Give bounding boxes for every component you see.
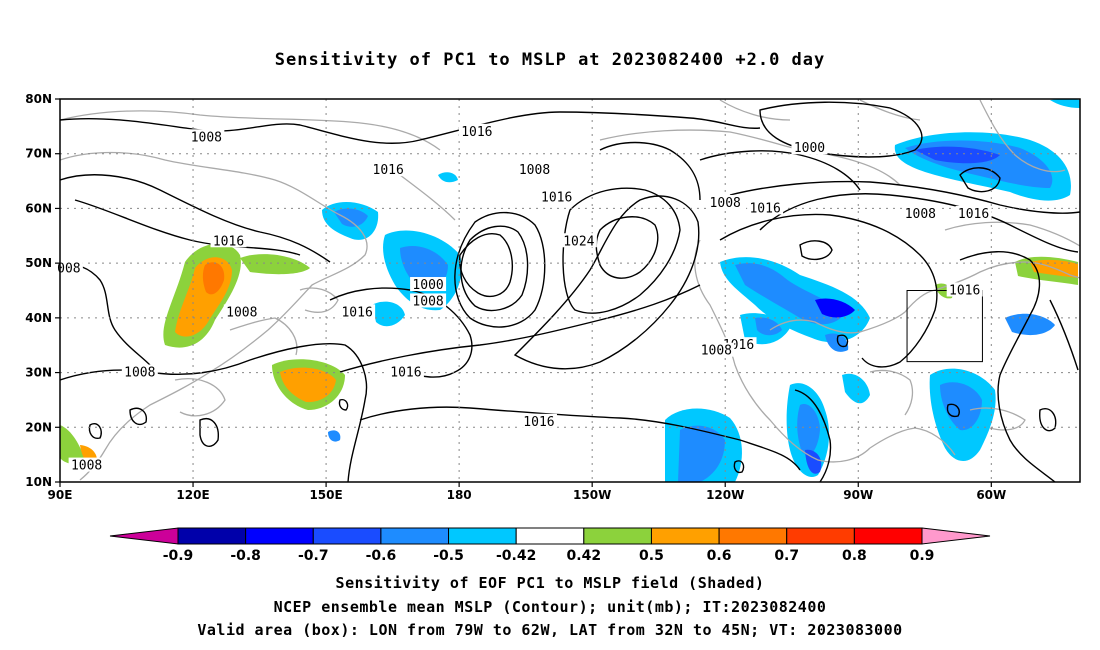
contour-label: 1008	[71, 459, 102, 474]
contour-label: 1016	[541, 190, 572, 205]
contour-label: 1008	[905, 207, 936, 222]
colorbar-swatch	[583, 527, 652, 545]
contour-label: 1008	[191, 130, 222, 145]
contour-label-bg	[370, 162, 407, 177]
colorbar-label: -0.8	[230, 548, 261, 564]
contour-label: 1008	[124, 366, 155, 381]
contour-label-bg	[210, 233, 247, 248]
contour-label-bg	[188, 129, 225, 144]
contour-label-bg	[223, 304, 260, 319]
colorbar-swatch	[718, 527, 788, 545]
colorbar-swatch	[312, 527, 382, 545]
lon-tick-label: 90E	[48, 488, 73, 502]
contour-label: 1016	[390, 366, 421, 381]
contour-label-bg	[516, 162, 553, 177]
colorbar: -0.9 -0.8 -0.7 -0.6 -0.5 -0.42 0.42 0.5 0.6 0.7 0.…	[109, 527, 991, 564]
colorbar-label: 0.42	[567, 548, 602, 564]
contour-label: 1024	[563, 234, 594, 249]
colorbar-swatch	[515, 527, 585, 545]
contour-label-bg	[339, 304, 376, 319]
colorbar-swatch	[177, 527, 247, 545]
colorbar-label: 0.8	[842, 548, 867, 564]
axis-ticks: 10N 20N 30N 40N 50N 60N 70N 80N 90E 120E 150E 180 15…	[25, 92, 1006, 502]
colorbar-label: 0.9	[910, 548, 935, 564]
contour-label-bg	[538, 189, 575, 204]
caption-valid-area: Valid area (box): LON from 79W to 62W, L…	[197, 621, 903, 639]
contour-label: 1008	[226, 305, 257, 320]
colorbar-min-triangle	[109, 527, 179, 545]
contour-label: 1016	[949, 284, 980, 299]
colorbar-swatch	[853, 527, 923, 545]
chart-title: Sensitivity of PC1 to MSLP at 2023082400…	[274, 50, 826, 70]
colorbar-max-triangle	[921, 527, 991, 545]
contour-label: 1016	[523, 415, 554, 430]
contour-label-bg	[791, 140, 828, 155]
contour-label: 008	[57, 262, 80, 277]
caption-contour: NCEP ensemble mean MSLP (Contour); unit(…	[273, 598, 827, 616]
contour-label-bg	[121, 364, 158, 379]
colorbar-label: -0.6	[366, 548, 397, 564]
colorbar-swatch	[245, 527, 314, 545]
contour-label-bg	[68, 457, 105, 472]
contour-label-bg	[410, 277, 447, 292]
contour-label: 1016	[749, 201, 780, 216]
lon-tick-label: 180	[447, 488, 472, 502]
colorbar-swatch	[786, 527, 855, 545]
lat-tick-label: 30N	[25, 366, 52, 380]
contour-label: 1008	[519, 163, 550, 178]
lat-tick-label: 20N	[25, 420, 52, 434]
map-frame	[59, 98, 1081, 483]
contour-label-bg	[560, 233, 597, 248]
colorbar-label: -0.7	[298, 548, 329, 564]
contour-label: 1000	[412, 278, 443, 293]
contour-label: 1008	[412, 294, 443, 309]
colorbar-label: 0.5	[639, 548, 664, 564]
lat-tick-label: 70N	[25, 147, 52, 161]
caption-shading: Sensitivity of EOF PC1 to MSLP field (Sh…	[335, 574, 765, 592]
lat-tick-label: 50N	[25, 256, 52, 270]
contour-label-bg	[698, 342, 735, 357]
contour-label-bg	[902, 205, 939, 220]
colorbar-label: 0.6	[707, 548, 732, 564]
contour-label: 1016	[958, 207, 989, 222]
lon-tick-label: 150E	[309, 488, 342, 502]
contour-label-bg	[955, 205, 992, 220]
coastlines	[60, 99, 1080, 481]
contour-label: 1016	[213, 234, 244, 249]
colorbar-swatch	[448, 527, 517, 545]
contour-label: 1000	[794, 141, 825, 156]
lon-tick-label: 90W	[843, 488, 873, 502]
contour-label-bg	[520, 413, 557, 428]
contour-label-bg	[946, 282, 983, 297]
lon-tick-label: 120W	[706, 488, 744, 502]
colorbar-swatch	[380, 527, 450, 545]
lat-tick-label: 60N	[25, 201, 52, 215]
colorbar-label: -0.42	[496, 548, 536, 564]
colorbar-label: -0.5	[433, 548, 464, 564]
contour-label-bg	[387, 364, 424, 379]
contour-label: 1016	[373, 163, 404, 178]
lat-tick-label: 80N	[25, 92, 52, 106]
colorbar-label: 0.7	[774, 548, 799, 564]
lon-tick-label: 150W	[573, 488, 611, 502]
colorbar-label: -0.9	[163, 548, 194, 564]
lat-tick-label: 10N	[25, 475, 52, 489]
contour-label-bg	[458, 123, 495, 138]
valid-area-box	[906, 290, 983, 363]
lon-tick-label: 120E	[176, 488, 209, 502]
contour-label-bg	[410, 293, 447, 308]
colorbar-swatch	[650, 527, 720, 545]
contour-label: 1008	[701, 344, 732, 359]
contour-label: 1008	[710, 196, 741, 211]
contour-label-bg	[54, 260, 83, 275]
contour-label-bg	[707, 194, 744, 209]
lat-tick-label: 40N	[25, 311, 52, 325]
lon-tick-label: 60W	[976, 488, 1006, 502]
contour-label: 1016	[461, 125, 492, 140]
contour-label-bg	[747, 200, 784, 215]
contour-label: 1016	[341, 305, 372, 320]
